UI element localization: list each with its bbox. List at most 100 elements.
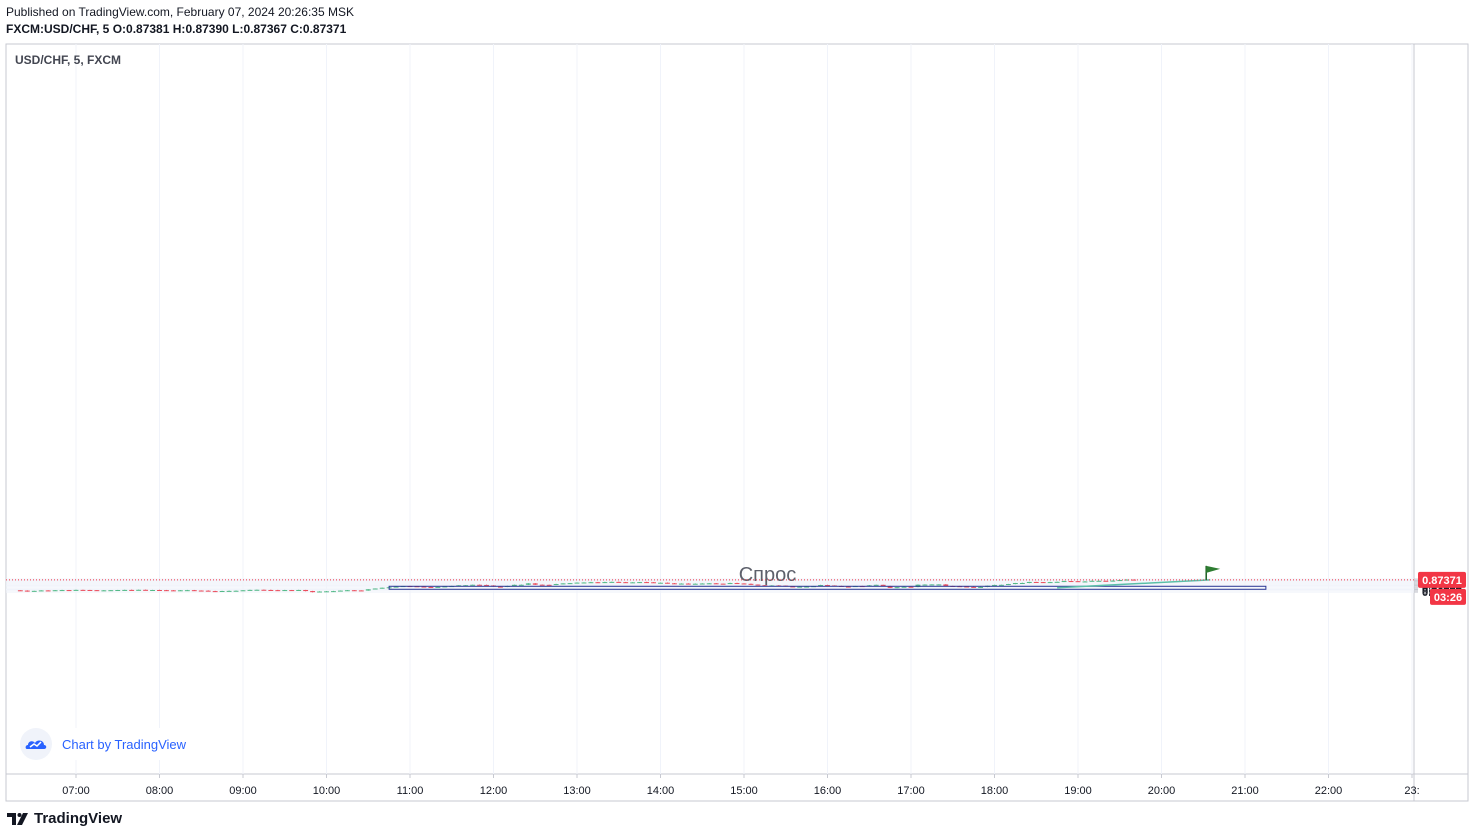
ohlc-line: FXCM:USD/CHF, 5 O:0.87381 H:0.87390 L:0.…: [6, 22, 346, 36]
candle-body: [101, 590, 107, 592]
candle-body: [24, 590, 30, 592]
candle-body: [1068, 581, 1074, 583]
candle-body: [351, 590, 357, 592]
high-label: H:: [172, 22, 186, 36]
current-price-text: 0.87371: [1422, 575, 1462, 587]
candle-body: [637, 582, 643, 584]
candle-body: [581, 582, 587, 584]
candle-body: [108, 590, 114, 592]
candle-body: [157, 589, 162, 591]
candle-body: [741, 583, 747, 585]
candle-body: [303, 589, 309, 592]
candle-body: [651, 582, 656, 584]
candle-body: [692, 583, 698, 585]
price-axis[interactable]: 0.869000.869500.870000.870500.871000.871…: [1414, 571, 1466, 605]
candle-body: [539, 584, 545, 586]
candle-body: [463, 585, 469, 587]
candle-body: [233, 590, 239, 592]
candle-body: [727, 583, 733, 585]
candle-body: [317, 591, 322, 593]
candle-body: [1103, 580, 1109, 582]
tradingview-footer[interactable]: TradingView: [6, 810, 122, 827]
current-price-badge: [1418, 571, 1466, 588]
chart-by-tradingview[interactable]: Chart by TradingView: [20, 728, 197, 760]
candle-body: [282, 590, 288, 592]
open-label: O:: [112, 22, 127, 36]
candle-body: [94, 590, 100, 592]
candle-body: [310, 591, 316, 593]
candle-body: [936, 584, 942, 586]
time-tick-label: 14:00: [647, 785, 675, 797]
candle-body: [971, 586, 977, 588]
candle-body: [1047, 582, 1053, 584]
flag-icon[interactable]: [1205, 565, 1221, 580]
candle-body: [1033, 581, 1039, 583]
candle-body: [17, 590, 23, 592]
candle-body: [901, 586, 907, 588]
time-axis[interactable]: 07:00 08:00 09:00 10:00 11:00 12:00 13:00 14:00…: [62, 774, 1420, 797]
overlays: Спрос: [6, 564, 1414, 590]
demand-zone-line[interactable]: [388, 585, 1267, 590]
time-tick-label: 15:00: [730, 785, 758, 797]
candle-body: [66, 590, 72, 592]
time-tick-label: 17:00: [897, 785, 925, 797]
candle-body: [289, 590, 295, 592]
candle-body: [31, 590, 37, 592]
candle-body: [1117, 580, 1123, 582]
candle-body: [170, 590, 176, 592]
candle-body: [623, 582, 629, 584]
candle-body: [525, 583, 531, 585]
candle-body: [755, 584, 761, 586]
candle-body: [129, 589, 135, 591]
time-tick-label: 19:00: [1064, 785, 1092, 797]
candle-body: [254, 589, 260, 591]
low-label: L:: [232, 22, 244, 36]
candle-body: [992, 584, 997, 586]
candle-body: [184, 590, 190, 592]
time-tick-label: 23:: [1404, 785, 1419, 797]
candle-body: [908, 586, 914, 588]
candle-body: [38, 590, 44, 592]
candle-body: [1054, 581, 1060, 583]
close-label: C:: [290, 22, 303, 36]
candle-body: [150, 589, 155, 591]
candle-body: [365, 589, 371, 591]
time-tick-label: 18:00: [981, 785, 1009, 797]
candle-body: [644, 582, 650, 584]
candle-body: [560, 583, 566, 585]
low-value: 0.87367: [243, 22, 287, 36]
candle-body: [595, 582, 601, 584]
candle-body: [52, 590, 58, 592]
chart-frame: [5, 43, 1469, 802]
candle-body: [574, 582, 580, 584]
close-value: 0.87371: [302, 22, 347, 36]
candle-body: [685, 583, 691, 585]
candle-body: [887, 586, 893, 588]
candle-body: [1005, 584, 1011, 586]
countdown-badge: [1430, 588, 1466, 605]
candle-body: [665, 582, 670, 584]
time-tick-label: 09:00: [229, 785, 257, 797]
candle-body: [337, 590, 343, 592]
time-tick-label: 12:00: [480, 785, 508, 797]
time-tick-label: 08:00: [146, 785, 174, 797]
candle-body: [1026, 581, 1032, 583]
candle-body: [929, 584, 935, 586]
candle-body: [45, 590, 51, 592]
candle-body: [247, 589, 253, 591]
chart-by-text[interactable]: Chart by TradingView: [62, 736, 187, 752]
candle-body: [1131, 579, 1137, 581]
grid: [6, 44, 1414, 774]
countdown-text: 03:26: [1434, 592, 1462, 604]
candle-body: [275, 590, 281, 592]
high-value: 0.87390: [185, 22, 229, 36]
candle-body: [1096, 580, 1102, 582]
candle-body: [372, 588, 378, 590]
trend-line[interactable]: [1057, 579, 1211, 589]
time-tick-label: 16:00: [814, 785, 842, 797]
tradingview-footer-text: TradingView: [34, 810, 123, 827]
published-line: Published on TradingView.com, February 0…: [6, 5, 354, 19]
candle-body: [331, 591, 336, 593]
symbol-line: FXCM:USD/CHF, 5: [6, 22, 110, 36]
